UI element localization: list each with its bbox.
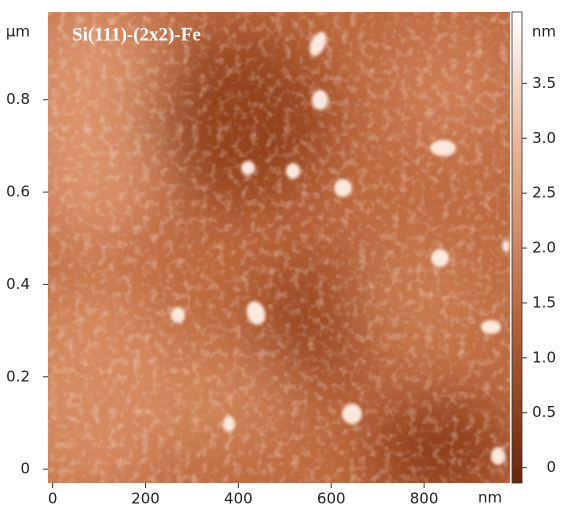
afm-image <box>48 12 510 483</box>
colorbar-tick-label: 0 <box>546 458 556 476</box>
colorbar-tick-label: 3.5 <box>532 74 556 92</box>
y-tick-label: 0.6 <box>6 183 30 201</box>
y-unit: µm <box>6 23 30 41</box>
x-tick-label: 800 <box>410 490 439 508</box>
x-tick-label: 400 <box>224 490 253 508</box>
colorbar-unit: nm <box>532 23 556 41</box>
y-tick-label: 0 <box>20 460 30 478</box>
x-tick-label: 0 <box>48 490 58 508</box>
y-tick-label: 0.4 <box>6 275 30 293</box>
colorbar-tick-label: 1.5 <box>532 293 556 311</box>
colorbar-tick-label: 2.5 <box>532 184 556 202</box>
y-tick-label: 0.8 <box>6 90 30 108</box>
colorbar <box>511 11 523 484</box>
y-tick-label: 0.2 <box>6 367 30 385</box>
colorbar-tick-label: 2.0 <box>532 239 556 257</box>
x-unit: nm <box>478 489 502 507</box>
x-tick-label: 200 <box>131 490 160 508</box>
x-tick-label: 600 <box>317 490 346 508</box>
colorbar-tick-label: 0.5 <box>532 403 556 421</box>
colorbar-tick-label: 1.0 <box>532 348 556 366</box>
chart-title: Si(111)-(2x2)-Fe <box>72 24 201 45</box>
colorbar-tick-label: 3.0 <box>532 129 556 147</box>
